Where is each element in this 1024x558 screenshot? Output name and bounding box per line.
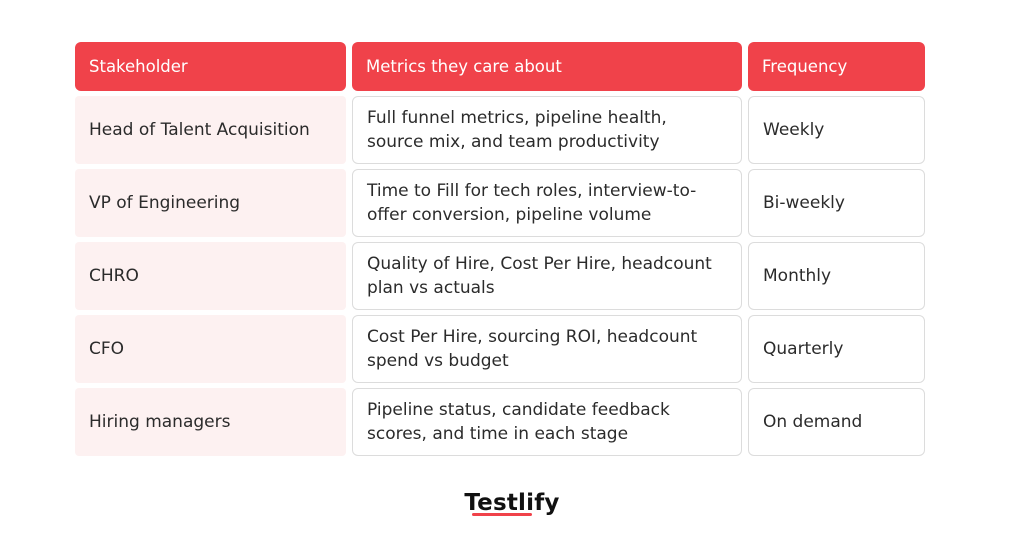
stakeholder-cell: VP of Engineering	[75, 169, 346, 237]
table-header-row: Stakeholder Metrics they care about Freq…	[75, 42, 925, 91]
stakeholder-cell: CHRO	[75, 242, 346, 310]
table-row: Head of Talent Acquisition Full funnel m…	[75, 96, 925, 164]
header-metrics: Metrics they care about	[352, 42, 742, 91]
stakeholder-cell: Hiring managers	[75, 388, 346, 456]
metrics-cell: Quality of Hire, Cost Per Hire, headcoun…	[352, 242, 742, 310]
stakeholder-cell: Head of Talent Acquisition	[75, 96, 346, 164]
frequency-cell: Monthly	[748, 242, 925, 310]
frequency-cell: Weekly	[748, 96, 925, 164]
stakeholder-cell: CFO	[75, 315, 346, 383]
testlify-logo: Testlify	[0, 490, 1024, 516]
table-row: VP of Engineering Time to Fill for tech …	[75, 169, 925, 237]
logo-text: Testlify	[464, 490, 560, 516]
logo-wordmark: Testlify	[464, 490, 559, 516]
header-frequency: Frequency	[748, 42, 925, 91]
metrics-cell: Cost Per Hire, sourcing ROI, headcount s…	[352, 315, 742, 383]
table-row: CHRO Quality of Hire, Cost Per Hire, hea…	[75, 242, 925, 310]
logo-underline-mark	[472, 513, 532, 516]
frequency-cell: On demand	[748, 388, 925, 456]
metrics-cell: Pipeline status, candidate feedback scor…	[352, 388, 742, 456]
header-stakeholder: Stakeholder	[75, 42, 346, 91]
frequency-cell: Quarterly	[748, 315, 925, 383]
metrics-cell: Time to Fill for tech roles, interview-t…	[352, 169, 742, 237]
metrics-cell: Full funnel metrics, pipeline health, so…	[352, 96, 742, 164]
table-row: CFO Cost Per Hire, sourcing ROI, headcou…	[75, 315, 925, 383]
stakeholder-metrics-table: Stakeholder Metrics they care about Freq…	[75, 42, 925, 461]
frequency-cell: Bi-weekly	[748, 169, 925, 237]
table-row: Hiring managers Pipeline status, candida…	[75, 388, 925, 456]
